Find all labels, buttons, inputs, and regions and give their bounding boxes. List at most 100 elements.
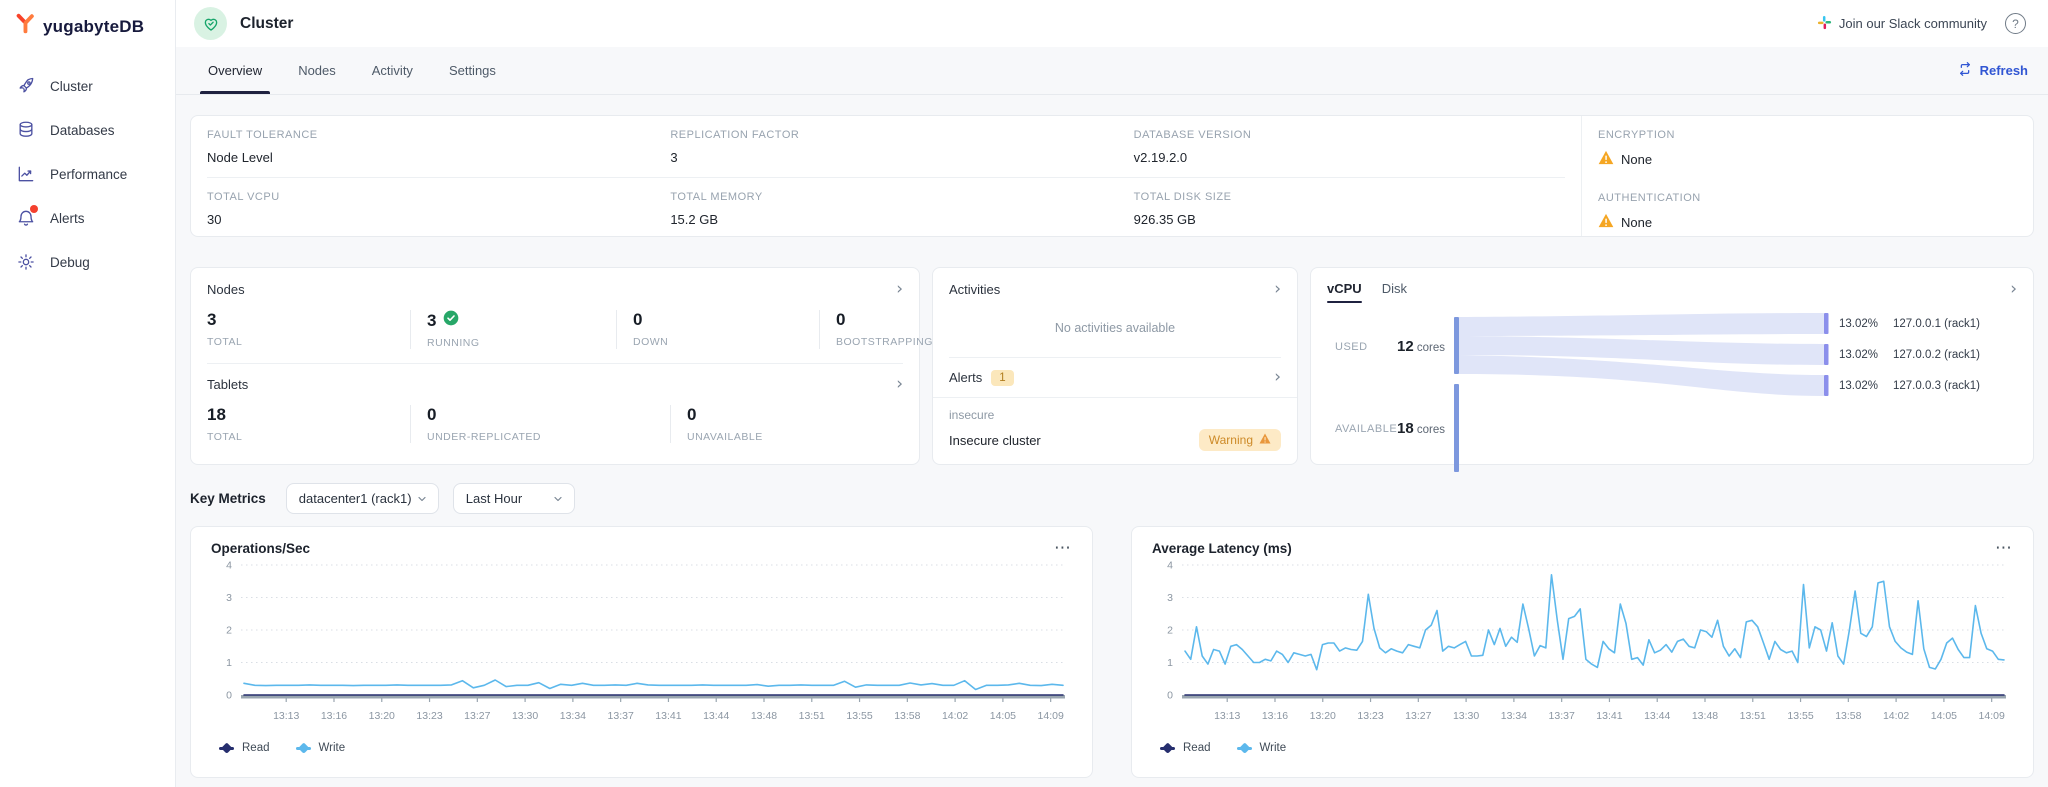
warning-triangle-icon [1598, 213, 1614, 231]
svg-text:13:41: 13:41 [655, 710, 681, 722]
node-bar [1824, 375, 1829, 396]
svg-text:13:55: 13:55 [846, 710, 872, 722]
activities-chevron-right-icon[interactable]: › [1274, 279, 1281, 299]
available-bar [1454, 384, 1459, 472]
svg-text:13:58: 13:58 [1835, 710, 1861, 722]
join-slack-link[interactable]: Join our Slack community [1817, 15, 1987, 33]
legend-read: Read [219, 742, 270, 754]
chevron-down-icon [418, 496, 426, 501]
alert-category: insecure [949, 408, 995, 422]
cluster-summary-card: FAULT TOLERANCE Node Level REPLICATION F… [190, 115, 2034, 237]
svg-text:13:34: 13:34 [1501, 710, 1527, 722]
svg-text:13:23: 13:23 [416, 710, 442, 722]
encryption-value: None [1621, 151, 1653, 167]
svg-text:3: 3 [226, 592, 232, 604]
svg-text:14:09: 14:09 [1979, 710, 2005, 722]
performance-chart-icon [16, 164, 36, 184]
total-disk-label: TOTAL DISK SIZE [1133, 190, 1232, 203]
bell-icon [16, 205, 38, 228]
sidebar-item-label: Performance [50, 166, 128, 182]
region-select[interactable]: datacenter1 (rack1) [285, 483, 439, 514]
time-range-select[interactable]: Last Hour [452, 483, 575, 514]
latency-chart: 0 1 2 3 4 13:13 13:16 13:20 13:23 13:27 13:30 13:34… [1167, 560, 2006, 722]
svg-text:13:51: 13:51 [799, 710, 825, 722]
database-version-value: v2.19.2.0 [1133, 150, 1188, 165]
alerts-chevron-right-icon[interactable]: › [1274, 367, 1281, 387]
svg-text:4: 4 [226, 560, 232, 572]
node-percent: 13.02% [1839, 349, 1878, 361]
svg-text:13:55: 13:55 [1787, 710, 1813, 722]
tablets-stat-total: 18 TOTAL [207, 405, 243, 443]
help-icon[interactable]: ? [2005, 13, 2026, 34]
sidebar-item-performance[interactable]: Performance [0, 152, 175, 196]
svg-text:13:13: 13:13 [273, 710, 299, 722]
total-vcpu-cell: TOTAL VCPU 30 [191, 175, 654, 237]
svg-text:1: 1 [1167, 657, 1173, 669]
brand-logo[interactable]: yugabyteDB [0, 0, 175, 50]
operations-chart-card: Operations/Sec ⋯ 0 1 2 3 4 13:13 13:16 13:20 13:… [190, 526, 1093, 778]
page-title: Cluster [240, 14, 294, 32]
tablets-chevron-right-icon[interactable]: › [896, 374, 903, 394]
node-bar [1824, 344, 1829, 365]
tab-activity[interactable]: Activity [371, 63, 413, 78]
sidebar-item-databases[interactable]: Databases [0, 108, 175, 152]
node-percent: 13.02% [1839, 318, 1878, 330]
svg-text:13:27: 13:27 [1405, 710, 1431, 722]
fault-tolerance-label: FAULT TOLERANCE [207, 129, 318, 141]
replication-factor-cell: REPLICATION FACTOR 3 [654, 116, 1117, 175]
tab-overview[interactable]: Overview [194, 47, 276, 94]
database-version-cell: DATABASE VERSION v2.19.2.0 [1118, 116, 1581, 175]
database-icon [16, 120, 36, 140]
nodes-tablets-card: Nodes › 3 TOTAL 3 RUNNING [190, 267, 932, 465]
refresh-button[interactable]: Refresh [1957, 47, 2028, 94]
authentication-value: None [1621, 214, 1653, 230]
operations-chart-title: Operations/Sec [211, 541, 311, 556]
node-name: 127.0.0.2 (rack1) [1893, 349, 1980, 361]
svg-text:13:58: 13:58 [894, 710, 920, 722]
tab-bar: Overview Nodes Activity Settings Refresh [176, 47, 2048, 95]
nodes-stat-down: 0 DOWN [616, 310, 819, 349]
tab-nodes[interactable]: Nodes [298, 63, 336, 78]
sidebar-item-alerts[interactable]: Alerts [0, 196, 175, 240]
svg-text:13:41: 13:41 [1596, 710, 1622, 722]
svg-text:13:37: 13:37 [1549, 710, 1575, 722]
svg-text:14:02: 14:02 [942, 710, 968, 722]
rocket-icon [16, 76, 36, 96]
alerts-count-badge: 1 [991, 369, 1014, 386]
sidebar-item-label: Databases [50, 122, 115, 138]
svg-text:13:30: 13:30 [1453, 710, 1479, 722]
latency-chart-title: Average Latency (ms) [1152, 541, 1292, 556]
svg-text:13:37: 13:37 [608, 710, 634, 722]
more-menu-icon[interactable]: ⋯ [1995, 538, 2013, 558]
nodes-chevron-right-icon[interactable]: › [896, 279, 903, 299]
svg-text:13:27: 13:27 [464, 710, 490, 722]
resource-chevron-right-icon[interactable]: › [2010, 279, 2017, 299]
sidebar: yugabyteDB Cluster Databas [0, 0, 176, 787]
svg-text:13:44: 13:44 [703, 710, 729, 722]
tab-settings[interactable]: Settings [448, 63, 496, 78]
warning-triangle-icon [1598, 150, 1614, 168]
total-vcpu-value: 30 [207, 211, 222, 227]
yugabytedb-logo-icon [14, 13, 36, 40]
sidebar-item-debug[interactable]: Debug [0, 240, 175, 284]
tablets-stat-under-replicated: 0 UNDER-REPLICATED [410, 405, 670, 443]
svg-text:2: 2 [226, 625, 232, 637]
alert-list-item[interactable]: Insecure cluster Warning [949, 429, 1281, 451]
used-label: USED [1335, 341, 1368, 353]
svg-text:0: 0 [1167, 690, 1173, 702]
more-menu-icon[interactable]: ⋯ [1054, 538, 1072, 558]
latency-chart-card: Average Latency (ms) ⋯ 0 1 2 3 4 13:13 13:16 13… [1131, 526, 2034, 778]
svg-text:13:30: 13:30 [512, 710, 538, 722]
svg-text:13:44: 13:44 [1644, 710, 1670, 722]
tab-disk[interactable]: Disk [1381, 281, 1407, 296]
chart-legend: Read Write [211, 742, 1072, 754]
sidebar-item-cluster[interactable]: Cluster [0, 64, 175, 108]
total-memory-value: 15.2 GB [670, 211, 719, 227]
chart-legend: Read Write [1152, 742, 2013, 754]
sidebar-item-label: Alerts [50, 210, 85, 226]
authentication-cell: AUTHENTICATION None [1582, 176, 2033, 236]
tab-vcpu[interactable]: vCPU [1327, 281, 1362, 303]
available-label: AVAILABLE [1335, 423, 1397, 435]
svg-text:13:48: 13:48 [751, 710, 777, 722]
authentication-label: AUTHENTICATION [1598, 192, 1701, 204]
